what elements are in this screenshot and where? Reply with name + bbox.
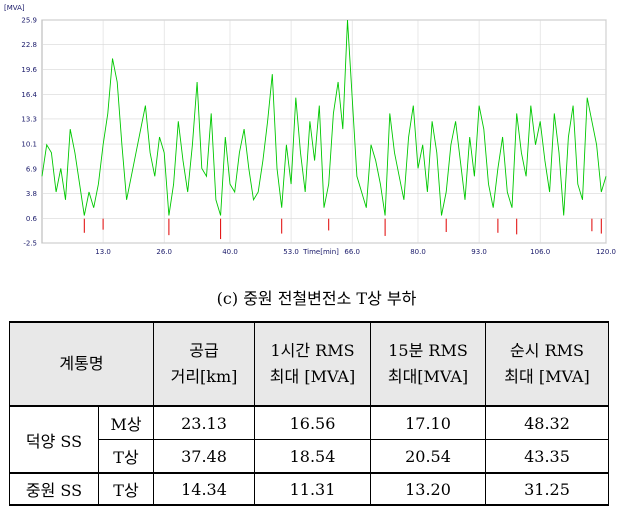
header-rms-1h: 1시간 RMS 최대 [MVA] [254, 321, 372, 407]
x-tick-label: 13.0 [95, 248, 111, 256]
row-rms-inst: 31.25 [485, 472, 610, 506]
y-tick-label: 22.8 [21, 41, 37, 49]
y-tick-label: 16.4 [21, 91, 37, 99]
header-system-name: 계통명 [8, 321, 155, 407]
y-tick-label: 0.6 [26, 215, 38, 223]
row-rms-15m: 13.20 [370, 472, 487, 506]
y-tick-label: -2.5 [23, 240, 37, 248]
table-row: T상 37.48 18.54 20.54 43.35 [10, 439, 610, 474]
row-rms-1h: 18.54 [254, 439, 372, 474]
row-rms-1h: 11.31 [254, 472, 372, 506]
row-distance: 14.34 [153, 472, 256, 506]
row-phase: T상 [97, 472, 155, 506]
row-group: 중원 SS [9, 472, 99, 506]
y-tick-label: 10.1 [21, 141, 37, 149]
plot-area [41, 19, 607, 244]
x-tick-label: 66.0 [344, 248, 360, 256]
x-tick-label: 93.0 [471, 248, 487, 256]
row-phase: M상 [97, 405, 155, 440]
x-axis-label: Time[min] [302, 248, 339, 256]
x-tick-label: 106.0 [530, 248, 550, 256]
header-distance: 공급 거리[km] [153, 321, 256, 407]
header-rms-15m: 15분 RMS 최대[MVA] [370, 321, 487, 407]
row-rms-15m: 17.10 [370, 405, 487, 440]
x-tick-label: 80.0 [410, 248, 426, 256]
row-rms-1h: 16.56 [254, 405, 372, 440]
x-tick-label: 40.0 [222, 248, 238, 256]
y-axis-ticks: 25.9 22.8 19.6 16.4 13.3 10.1 6.9 3.8 0.6 -2.5 [21, 17, 37, 248]
header-rms-inst: 순시 RMS 최대 [MVA] [485, 321, 610, 407]
chart-grid [41, 19, 607, 244]
row-rms-15m: 20.54 [370, 439, 487, 474]
x-tick-label: 53.0 [283, 248, 299, 256]
row-rms-inst: 43.35 [485, 439, 610, 474]
x-tick-label: 26.0 [156, 248, 172, 256]
row-rms-inst: 48.32 [485, 405, 610, 440]
row-distance: 37.48 [153, 439, 256, 474]
series-line-load [41, 19, 607, 216]
row-distance: 23.13 [153, 405, 256, 440]
y-tick-label: 6.9 [26, 166, 37, 174]
row-phase: T상 [97, 439, 155, 474]
y-tick-label: 3.8 [26, 190, 37, 198]
x-tick-label: 120.0 [596, 248, 616, 256]
table-row: 중원 SS T상 14.34 11.31 13.20 31.25 [9, 472, 610, 506]
load-chart: 25.9 22.8 19.6 16.4 13.3 10.1 6.9 3.8 0.6 -2.5 13… [4, 4, 616, 256]
chart-series [41, 19, 607, 240]
y-axis-label: [MVA] [4, 4, 25, 12]
y-tick-label: 13.3 [21, 115, 37, 123]
table-row: 덕양 SS M상 23.13 16.56 17.10 48.32 [9, 405, 610, 474]
y-tick-label: 25.9 [21, 17, 37, 25]
load-table: 계통명 공급 거리[km] 1시간 RMS 최대 [MVA] 15분 RMS 최대[M… [8, 321, 610, 506]
chart-caption: (c) 중원 전철변전소 T상 부하 [216, 289, 417, 308]
y-tick-label: 19.6 [21, 66, 37, 74]
x-axis-ticks: 13.0 26.0 40.0 53.0 66.0 80.0 93.0 106.0 120.0 [95, 248, 616, 256]
row-group: 덕양 SS [9, 405, 99, 474]
